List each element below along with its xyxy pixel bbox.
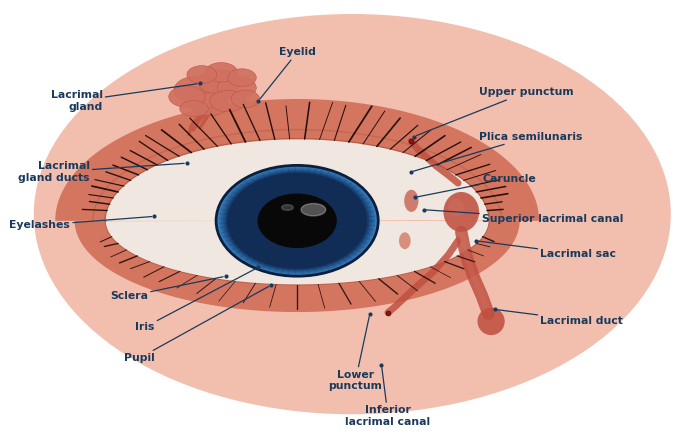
Text: Eyelid: Eyelid <box>260 47 315 99</box>
Circle shape <box>218 167 376 275</box>
Polygon shape <box>75 221 519 312</box>
Circle shape <box>228 173 367 268</box>
Text: Superior lacrimal canal: Superior lacrimal canal <box>426 210 623 223</box>
Ellipse shape <box>187 66 217 83</box>
Ellipse shape <box>301 203 325 216</box>
Circle shape <box>222 169 372 272</box>
Ellipse shape <box>228 69 256 87</box>
Text: Caruncle: Caruncle <box>418 173 536 197</box>
Circle shape <box>216 165 378 276</box>
Text: Lacrimal
gland ducts: Lacrimal gland ducts <box>18 161 184 183</box>
Ellipse shape <box>205 62 237 82</box>
Ellipse shape <box>210 91 246 112</box>
Ellipse shape <box>190 93 229 116</box>
Ellipse shape <box>35 15 670 413</box>
Ellipse shape <box>404 190 418 212</box>
Ellipse shape <box>443 192 479 232</box>
Ellipse shape <box>448 198 464 216</box>
Ellipse shape <box>281 205 294 211</box>
Circle shape <box>220 168 374 273</box>
Text: Lacrimal sac: Lacrimal sac <box>478 241 616 259</box>
Circle shape <box>258 194 336 248</box>
Text: Sclera: Sclera <box>110 277 223 301</box>
Text: Lower
punctum: Lower punctum <box>329 317 382 391</box>
Text: Lacrimal duct: Lacrimal duct <box>498 310 623 326</box>
Ellipse shape <box>180 101 208 116</box>
Ellipse shape <box>174 76 223 104</box>
Ellipse shape <box>198 70 241 95</box>
Text: Inferior
lacrimal canal: Inferior lacrimal canal <box>345 368 431 427</box>
Text: Iris: Iris <box>135 268 256 332</box>
Text: Upper punctum: Upper punctum <box>416 87 574 136</box>
Circle shape <box>226 172 369 269</box>
Ellipse shape <box>231 90 260 108</box>
Ellipse shape <box>169 86 205 107</box>
Ellipse shape <box>477 308 504 335</box>
Polygon shape <box>55 99 539 221</box>
Text: Eyelashes: Eyelashes <box>9 217 152 230</box>
Text: Plica semilunaris: Plica semilunaris <box>414 132 582 171</box>
Ellipse shape <box>218 76 256 99</box>
Text: Lacrimal
gland: Lacrimal gland <box>51 84 197 112</box>
Circle shape <box>224 171 370 271</box>
Polygon shape <box>106 139 489 285</box>
Text: Pupil: Pupil <box>123 286 268 363</box>
Ellipse shape <box>399 232 411 249</box>
